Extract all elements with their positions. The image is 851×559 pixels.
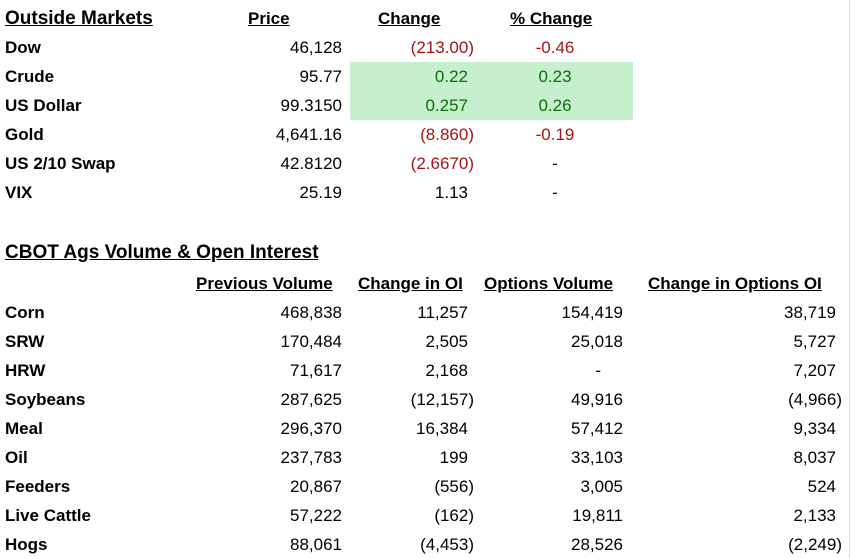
outside-market-row-crude: Crude 95.77 0.22 0.23	[0, 62, 851, 91]
change-in-options-oi: 2,133	[793, 506, 836, 525]
cbot-row-hogs: Hogs 88,061 (4,453) 28,526 (2,249)	[0, 530, 851, 559]
change-in-oi: 16,384	[416, 419, 468, 438]
change-in-options-oi: 9,334	[793, 419, 836, 438]
market-change: 0.257	[425, 96, 468, 115]
options-volume: 25,018	[571, 332, 623, 351]
cbot-row-live-cattle: Live Cattle 57,222 (162) 19,811 2,133	[0, 501, 851, 530]
previous-volume: 88,061	[290, 535, 342, 554]
commodity-name: Meal	[5, 419, 43, 438]
outside-markets-title: Outside Markets	[5, 8, 153, 29]
market-name: Dow	[5, 38, 41, 57]
previous-volume: 170,484	[280, 332, 342, 351]
change-in-options-oi: 8,037	[793, 448, 836, 467]
outside-markets-header-row: Outside Markets Price Change % Change	[0, 4, 851, 33]
market-change: 0.22	[434, 67, 468, 86]
options-volume: 33,103	[571, 448, 623, 467]
commodity-name: Soybeans	[5, 390, 86, 409]
change-in-options-oi: (4,966)	[788, 390, 842, 409]
previous-volume: 296,370	[280, 419, 342, 438]
outside-market-row-us-2-10-swap: US 2/10 Swap 42.8120 (2.6670) -	[0, 149, 851, 178]
previous-volume: 57,222	[290, 506, 342, 525]
market-pct-change: -0.19	[535, 125, 575, 144]
options-volume: 3,005	[580, 477, 623, 496]
change-in-oi: (12,157)	[410, 390, 474, 409]
market-price: 99.3150	[280, 96, 342, 115]
options-volume: 28,526	[571, 535, 623, 554]
change-in-oi: (162)	[434, 506, 474, 525]
previous-volume: 237,783	[280, 448, 342, 467]
change-in-oi: 199	[439, 448, 468, 467]
cbot-row-feeders: Feeders 20,867 (556) 3,005 524	[0, 472, 851, 501]
change-in-oi: (4,453)	[420, 535, 474, 554]
market-change: (213.00)	[410, 38, 474, 57]
market-change: 1.13	[434, 183, 468, 202]
change-in-oi: (556)	[434, 477, 474, 496]
sheet-right-border	[849, 0, 850, 558]
options-volume-header: Options Volume	[484, 274, 614, 293]
market-name: VIX	[5, 183, 33, 202]
cbot-row-meal: Meal 296,370 16,384 57,412 9,334	[0, 414, 851, 443]
market-name: US Dollar	[5, 96, 82, 115]
options-volume: 154,419	[561, 303, 623, 322]
positive-change-highlight	[350, 62, 633, 120]
market-name: Crude	[5, 67, 55, 86]
change-in-options-oi: 7,207	[793, 361, 836, 380]
change-in-options-oi: (2,249)	[788, 535, 842, 554]
change-header: Change	[378, 9, 441, 28]
cbot-header-row: Previous Volume Change in OI Options Vol…	[0, 269, 851, 298]
change-in-oi-header: Change in OI	[358, 274, 463, 293]
commodity-name: HRW	[5, 361, 46, 380]
commodity-name: Live Cattle	[5, 506, 91, 525]
cbot-title: CBOT Ags Volume & Open Interest	[5, 242, 319, 263]
change-in-oi: 2,505	[425, 332, 468, 351]
cbot-title-row: CBOT Ags Volume & Open Interest	[0, 238, 851, 267]
market-change: (8.860)	[420, 125, 474, 144]
options-volume: 49,916	[571, 390, 623, 409]
pct-change-header: % Change	[510, 9, 593, 28]
market-price: 95.77	[299, 67, 342, 86]
outside-market-row-dow: Dow 46,128 (213.00) -0.46	[0, 33, 851, 62]
cbot-row-oil: Oil 237,783 199 33,103 8,037	[0, 443, 851, 472]
market-pct-change: 0.26	[538, 96, 572, 115]
outside-market-row-us-dollar: US Dollar 99.3150 0.257 0.26	[0, 91, 851, 120]
previous-volume: 287,625	[280, 390, 342, 409]
market-price: 42.8120	[280, 154, 342, 173]
commodity-name: SRW	[5, 332, 45, 351]
change-in-oi: 11,257	[417, 303, 468, 322]
outside-market-row-vix: VIX 25.19 1.13 -	[0, 178, 851, 207]
change-in-options-oi-header: Change in Options OI	[648, 274, 822, 293]
market-name: US 2/10 Swap	[5, 154, 116, 173]
market-pct-change: 0.23	[538, 67, 572, 86]
previous-volume: 468,838	[280, 303, 342, 322]
options-volume: 57,412	[571, 419, 623, 438]
market-price: 4,641.16	[275, 125, 342, 144]
commodity-name: Oil	[5, 448, 28, 467]
price-header: Price	[248, 9, 290, 28]
market-pct-change: -	[552, 154, 558, 173]
commodity-name: Corn	[5, 303, 45, 322]
market-price: 25.19	[299, 183, 342, 202]
commodity-name: Hogs	[5, 535, 48, 554]
market-pct-change: -	[552, 183, 558, 202]
market-name: Gold	[5, 125, 44, 144]
cbot-row-corn: Corn 468,838 11,257 154,419 38,719	[0, 298, 851, 327]
previous-volume: 20,867	[290, 477, 342, 496]
outside-market-row-gold: Gold 4,641.16 (8.860) -0.19	[0, 120, 851, 149]
cbot-row-hrw: HRW 71,617 2,168 - 7,207	[0, 356, 851, 385]
change-in-options-oi: 5,727	[793, 332, 836, 351]
previous-volume-header: Previous Volume	[196, 274, 333, 293]
commodity-name: Feeders	[5, 477, 71, 496]
previous-volume: 71,617	[290, 361, 342, 380]
market-price: 46,128	[290, 38, 342, 57]
market-pct-change: -0.46	[535, 38, 575, 57]
change-in-oi: 2,168	[425, 361, 468, 380]
change-in-options-oi: 38,719	[784, 303, 836, 322]
change-in-options-oi: 524	[807, 477, 836, 496]
options-volume: -	[595, 361, 601, 380]
options-volume: 19,811	[572, 506, 623, 525]
cbot-row-soybeans: Soybeans 287,625 (12,157) 49,916 (4,966)	[0, 385, 851, 414]
market-change: (2.6670)	[410, 154, 474, 173]
cbot-row-srw: SRW 170,484 2,505 25,018 5,727	[0, 327, 851, 356]
